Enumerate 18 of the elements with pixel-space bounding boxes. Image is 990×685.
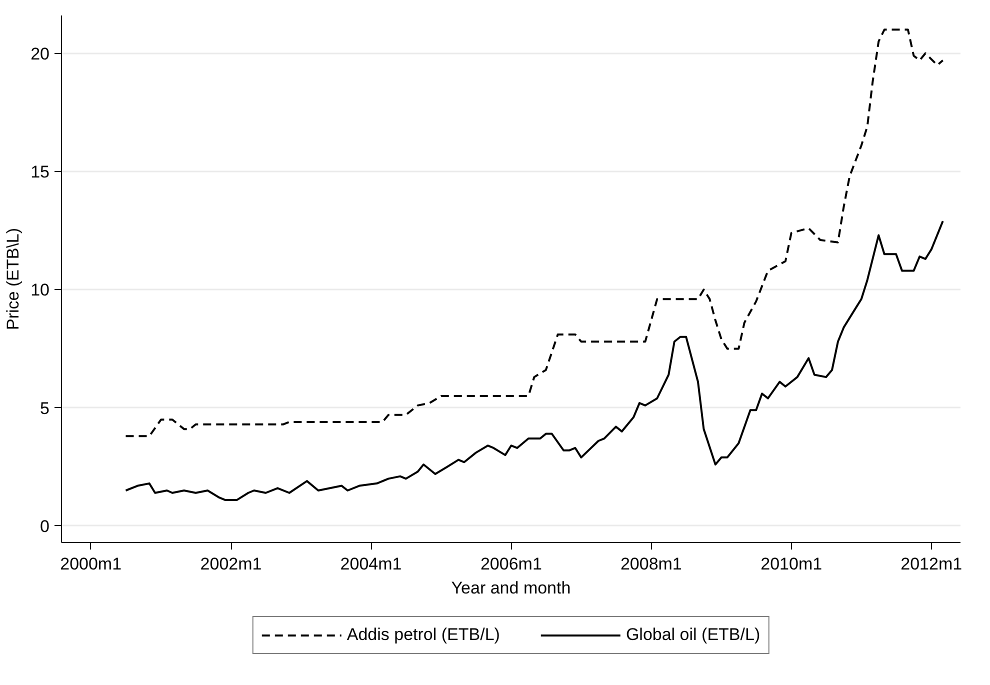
x-tick-label: 2000m1 <box>60 554 122 574</box>
x-tick-label: 2004m1 <box>340 554 402 574</box>
line-series <box>124 220 944 501</box>
y-tick-label: 20 <box>30 44 50 64</box>
x-axis-title: Year and month <box>451 578 571 598</box>
x-tick-label: 2002m1 <box>200 554 262 574</box>
legend-label: Addis petrol (ETB/L) <box>346 625 500 645</box>
x-tick-label: 2012m1 <box>900 554 962 574</box>
line-series <box>124 28 944 438</box>
y-axis-title: Price (ETB\L) <box>4 228 23 330</box>
y-tick-label: 0 <box>40 516 50 536</box>
x-tick-label: 2008m1 <box>620 554 682 574</box>
y-tick-label: 10 <box>30 280 50 300</box>
y-tick-label: 5 <box>40 398 50 418</box>
x-tick-label: 2010m1 <box>760 554 822 574</box>
y-tick-label: 15 <box>30 162 50 182</box>
legend-label: Global oil (ETB/L) <box>626 625 760 645</box>
x-tick-label: 2006m1 <box>480 554 542 574</box>
